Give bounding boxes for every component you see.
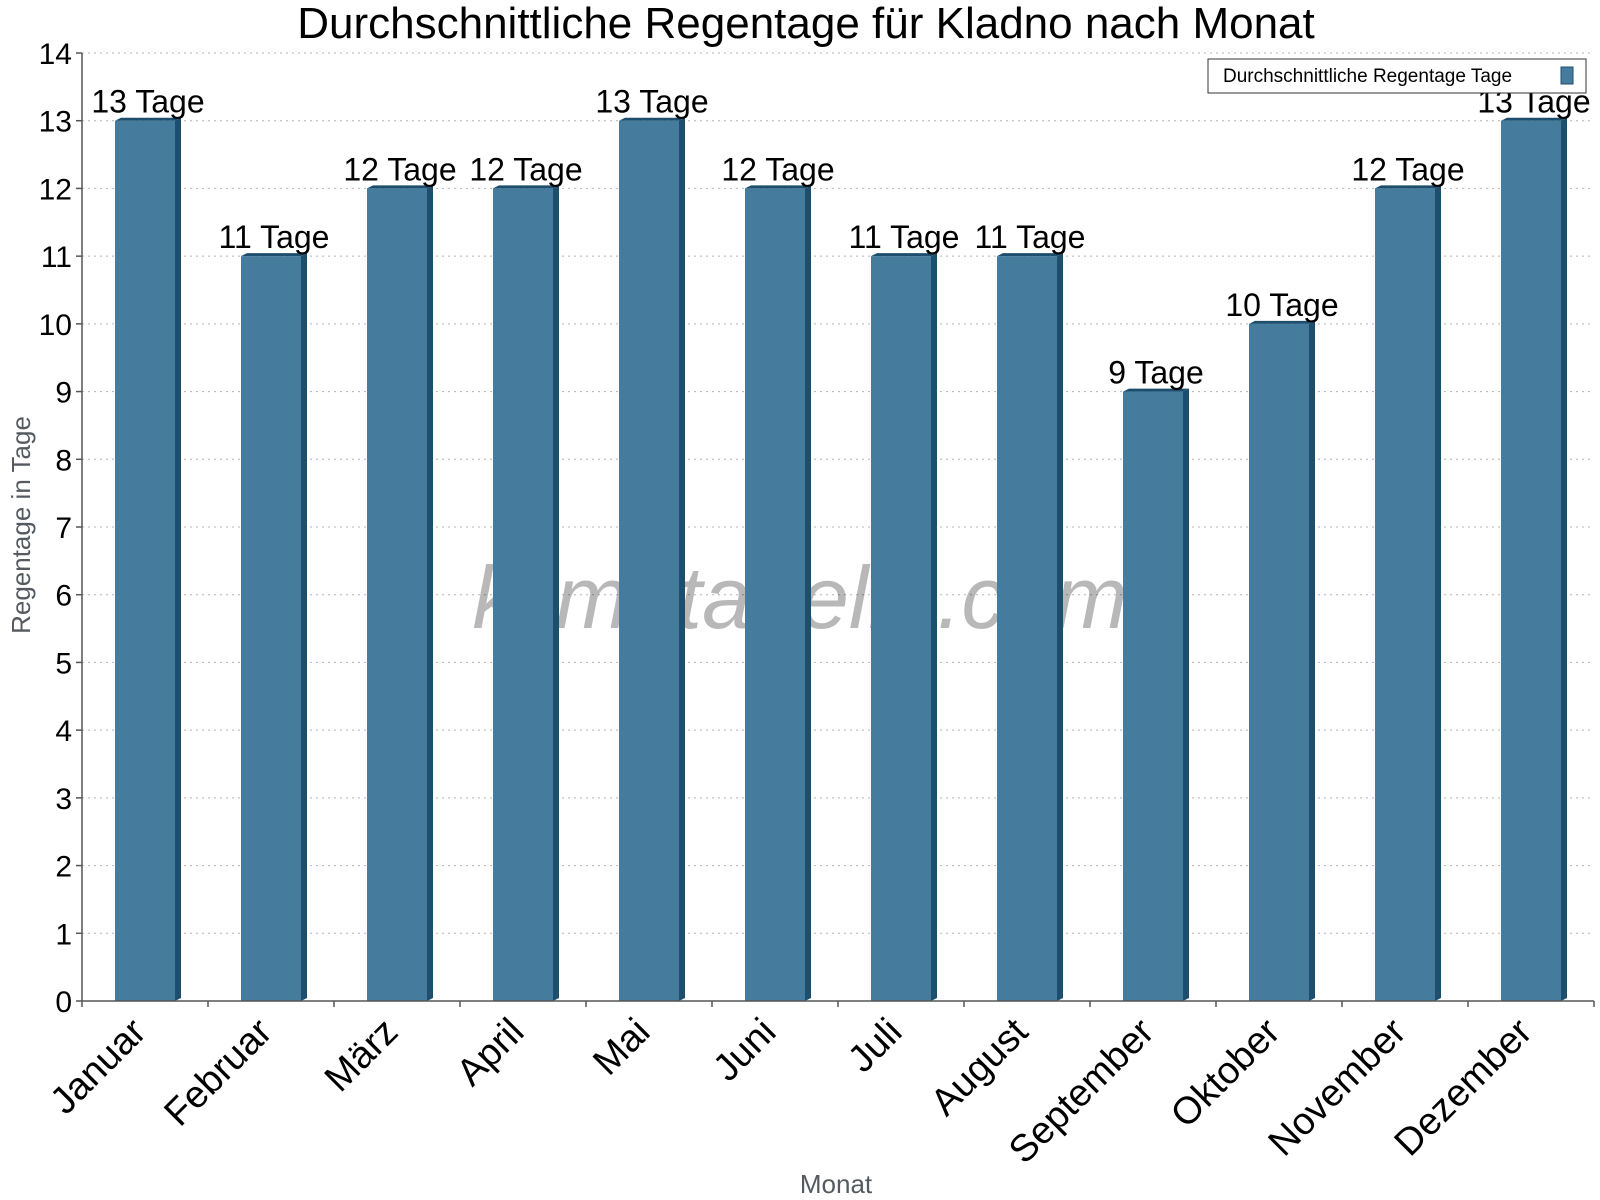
bar-top bbox=[1501, 117, 1567, 121]
bar-side bbox=[553, 185, 559, 1001]
y-tick-label: 13 bbox=[39, 106, 72, 139]
y-tick-label: 14 bbox=[39, 38, 72, 71]
bar-top bbox=[367, 185, 433, 189]
y-tick-label: 4 bbox=[55, 715, 72, 748]
bar bbox=[241, 256, 301, 1002]
bar-top bbox=[1249, 320, 1315, 324]
bar bbox=[115, 120, 175, 1001]
gridlines bbox=[82, 52, 1594, 934]
x-tick-label: Dezember bbox=[1387, 1010, 1541, 1164]
bars bbox=[115, 117, 1567, 1002]
bar bbox=[367, 188, 427, 1001]
bar-top bbox=[871, 253, 937, 257]
data-label: 11 Tage bbox=[975, 219, 1086, 255]
bar bbox=[997, 256, 1057, 1002]
chart-title: Durchschnittliche Regentage für Kladno n… bbox=[297, 0, 1315, 48]
data-label: 12 Tage bbox=[343, 151, 456, 187]
y-tick-label: 2 bbox=[55, 851, 72, 884]
bar-top bbox=[241, 253, 307, 257]
data-label: 11 Tage bbox=[219, 219, 330, 255]
bar bbox=[871, 256, 931, 1002]
y-tick-label: 8 bbox=[55, 444, 72, 477]
x-axis-label: Monat bbox=[800, 1169, 873, 1199]
data-labels: 13 Tage 11 Tage 12 Tage 12 Tage 13 Tage 12 Ta… bbox=[91, 84, 1590, 391]
x-tick-label: August bbox=[923, 1010, 1037, 1124]
y-tick-label: 6 bbox=[55, 580, 72, 613]
x-tick-label: November bbox=[1261, 1010, 1415, 1164]
data-label: 10 Tage bbox=[1225, 287, 1338, 323]
y-tick-label: 5 bbox=[55, 647, 72, 680]
y-tick-label: 12 bbox=[39, 173, 72, 206]
x-tick-label: Januar bbox=[42, 1010, 154, 1122]
legend: Durchschnittliche Regentage Tage bbox=[1207, 58, 1587, 94]
bar-side bbox=[931, 253, 937, 1002]
bar-top bbox=[493, 185, 559, 189]
legend-box bbox=[1207, 58, 1587, 94]
x-tick-label: Juni bbox=[705, 1011, 784, 1090]
x-tick-label: März bbox=[317, 1011, 406, 1100]
data-label: 11 Tage bbox=[849, 219, 960, 255]
y-tick-label: 0 bbox=[55, 986, 72, 1019]
data-label: 13 Tage bbox=[595, 84, 708, 120]
x-tick-label: Oktober bbox=[1163, 1010, 1289, 1136]
bar bbox=[1375, 188, 1435, 1001]
axes bbox=[76, 52, 1595, 1007]
bar-side bbox=[175, 117, 181, 1001]
bar-side bbox=[1435, 185, 1441, 1001]
data-label: 12 Tage bbox=[1351, 151, 1464, 187]
bar-side bbox=[1309, 320, 1315, 1001]
x-tick-label: April bbox=[449, 1011, 532, 1094]
y-tick-label: 11 bbox=[41, 241, 72, 274]
bar-side bbox=[427, 185, 433, 1001]
bar-top bbox=[115, 117, 181, 121]
bar bbox=[619, 120, 679, 1001]
bar bbox=[1501, 120, 1561, 1001]
bar bbox=[745, 188, 805, 1001]
bar bbox=[1249, 323, 1309, 1001]
bar bbox=[1123, 391, 1183, 1002]
data-label: 13 Tage bbox=[91, 84, 204, 120]
bar-top bbox=[745, 185, 811, 189]
data-label: 12 Tage bbox=[469, 151, 582, 187]
y-tick-label: 1 bbox=[55, 918, 72, 951]
y-tick-label: 9 bbox=[55, 377, 72, 410]
bar-top bbox=[1375, 185, 1441, 189]
x-tick-label: Februar bbox=[157, 1010, 281, 1134]
bar-side bbox=[1057, 253, 1063, 1002]
y-axis-label: Regentage in Tage bbox=[6, 416, 36, 634]
y-tick-label: 3 bbox=[55, 783, 72, 816]
data-label: 12 Tage bbox=[721, 151, 834, 187]
bar-top bbox=[1123, 388, 1189, 392]
bar bbox=[493, 188, 553, 1001]
y-tick-label: 10 bbox=[39, 309, 72, 342]
bar-side bbox=[301, 253, 307, 1002]
x-tick-label: Mai bbox=[585, 1011, 658, 1084]
bar-side bbox=[1561, 117, 1567, 1001]
bar-top bbox=[619, 117, 685, 121]
x-tick-label: Juli bbox=[840, 1011, 910, 1081]
bar-top bbox=[997, 253, 1063, 257]
bar-side bbox=[1183, 388, 1189, 1002]
bar-side bbox=[679, 117, 685, 1001]
legend-swatch bbox=[1560, 66, 1574, 85]
legend-label: Durchschnittliche Regentage Tage bbox=[1223, 66, 1512, 87]
bar-side bbox=[805, 185, 811, 1001]
data-label: 9 Tage bbox=[1108, 355, 1204, 391]
x-tick-labels: Januar Februar März April Mai Juni Juli AugustS… bbox=[42, 1010, 1540, 1171]
y-tick-label: 7 bbox=[55, 512, 72, 545]
